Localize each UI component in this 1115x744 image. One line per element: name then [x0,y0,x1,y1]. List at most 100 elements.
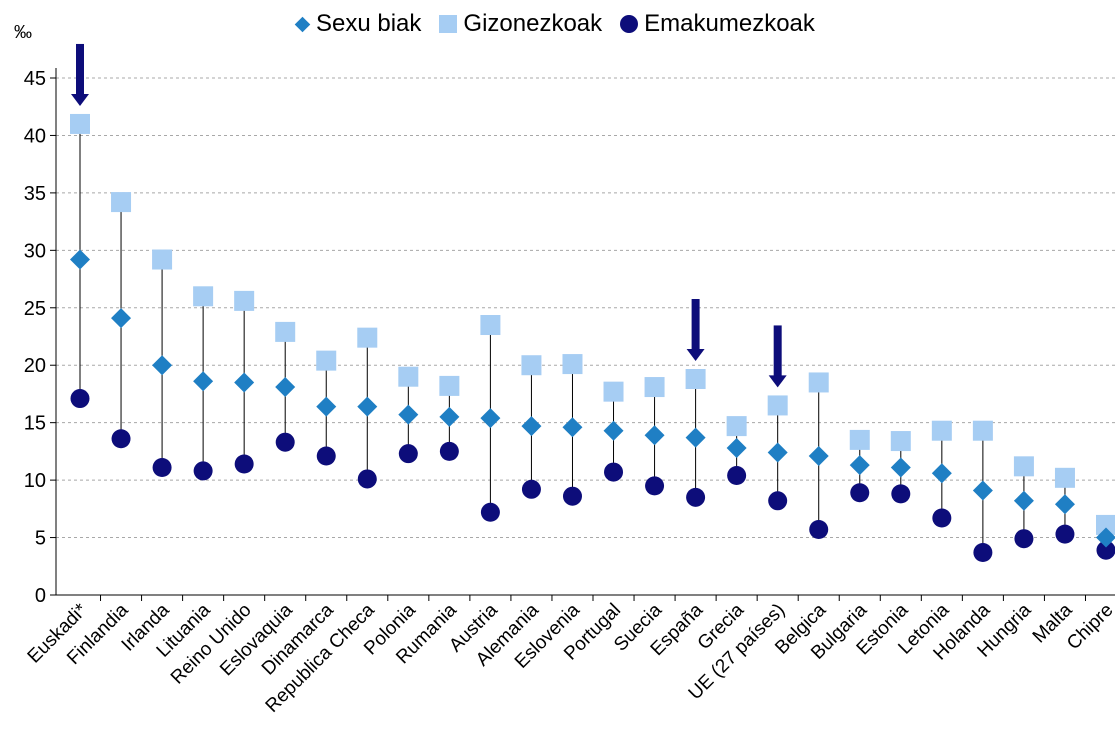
point-gizonezkoak [726,416,747,437]
point-emakumezkoak [768,491,788,511]
point-emakumezkoak [1055,524,1075,544]
point-sexu-biak [808,445,829,466]
point-gizonezkoak [70,113,90,134]
point-sexu-biak [849,455,870,476]
highlight-arrows [71,43,787,388]
point-sexu-biak [521,416,542,437]
point-gizonezkoak [316,350,337,371]
highlight-arrow-shaft [773,325,782,378]
point-emakumezkoak [562,486,582,506]
point-gizonezkoak [193,286,214,307]
y-tick-label: 40 [24,125,46,147]
point-gizonezkoak [275,321,296,342]
point-gizonezkoak [480,315,501,336]
point-sexu-biak [480,408,501,429]
y-tick-label: 0 [35,585,46,607]
point-emakumezkoak [439,441,459,461]
point-emakumezkoak [275,432,295,452]
point-gizonezkoak [398,366,419,387]
point-gizonezkoak [521,355,542,376]
point-emakumezkoak [1014,529,1034,549]
point-gizonezkoak [152,249,173,270]
gridlines [56,77,1115,539]
legend-label-emakumezkoak: Emakumezkoak [644,10,815,37]
point-emakumezkoak [357,469,377,489]
point-gizonezkoak [1054,467,1075,488]
point-sexu-biak [193,371,214,392]
point-sexu-biak [562,417,583,438]
range-stems [79,123,1107,553]
point-sexu-biak [275,377,296,398]
point-gizonezkoak [890,431,911,452]
point-sexu-biak [685,427,706,448]
legend-label-gizonezkoak: Gizonezkoak [463,10,603,37]
point-sexu-biak [70,249,90,270]
y-tick-label: 10 [24,470,46,492]
data-markers [70,113,1115,562]
y-tick-label: 35 [24,183,46,205]
point-sexu-biak [1054,494,1075,515]
point-gizonezkoak [808,372,829,393]
point-emakumezkoak [1096,540,1115,560]
point-emakumezkoak [152,457,172,477]
highlight-arrow-shaft [691,299,700,352]
point-sexu-biak [439,406,460,427]
point-sexu-biak [603,420,624,441]
point-sexu-biak [931,463,952,484]
point-sexu-biak [972,480,993,501]
point-emakumezkoak [850,483,870,503]
axes: 0 5 10 15 20 25 30 35 40 45 [24,68,1115,607]
highlight-arrow-shaft [76,43,84,96]
point-sexu-biak [1096,527,1115,548]
legend-item-sexu-biak: Sexu biak [294,10,422,38]
y-tick-label: 45 [24,68,46,90]
point-emakumezkoak [809,520,829,540]
highlight-arrow-head [768,375,787,388]
point-gizonezkoak [972,420,993,441]
point-sexu-biak [726,437,747,458]
point-gizonezkoak [1013,456,1034,477]
y-tick-label: 30 [24,240,46,262]
y-tick-label: 5 [35,528,46,550]
point-sexu-biak [890,457,911,478]
point-emakumezkoak [645,476,665,496]
point-gizonezkoak [439,375,460,396]
point-gizonezkoak [849,429,870,450]
y-tick-label: 25 [24,298,46,320]
point-sexu-biak [767,442,788,463]
point-emakumezkoak [891,484,911,504]
point-emakumezkoak [70,389,90,409]
y-unit-label: ‰ [14,22,32,42]
y-tick-label: 15 [24,413,46,435]
point-emakumezkoak [398,444,418,464]
point-sexu-biak [357,396,378,417]
point-sexu-biak [1013,490,1034,511]
point-gizonezkoak [931,420,952,441]
point-emakumezkoak [604,462,624,482]
point-gizonezkoak [234,290,255,311]
legend-square-marker [439,15,458,33]
point-gizonezkoak [562,354,583,375]
point-gizonezkoak [685,369,706,390]
highlight-arrow-head [71,93,89,106]
point-gizonezkoak [644,377,665,398]
point-emakumezkoak [932,508,952,528]
point-gizonezkoak [111,192,132,213]
point-emakumezkoak [193,461,213,481]
point-gizonezkoak [767,395,788,416]
chart-legend: Sexu biak Gizonezkoak Emakumezkoak [294,10,833,38]
point-emakumezkoak [234,454,254,474]
point-gizonezkoak [603,381,624,402]
point-gizonezkoak [357,327,378,348]
point-emakumezkoak [521,479,541,499]
x-category-label: Chipre [1063,600,1115,654]
legend-label-sexu-biak: Sexu biak [316,10,422,37]
point-sexu-biak [234,372,255,393]
point-sexu-biak [644,425,665,446]
point-emakumezkoak [316,446,336,466]
point-gizonezkoak [1096,514,1115,535]
point-sexu-biak [152,355,173,376]
legend-item-gizonezkoak: Gizonezkoak [439,10,602,38]
